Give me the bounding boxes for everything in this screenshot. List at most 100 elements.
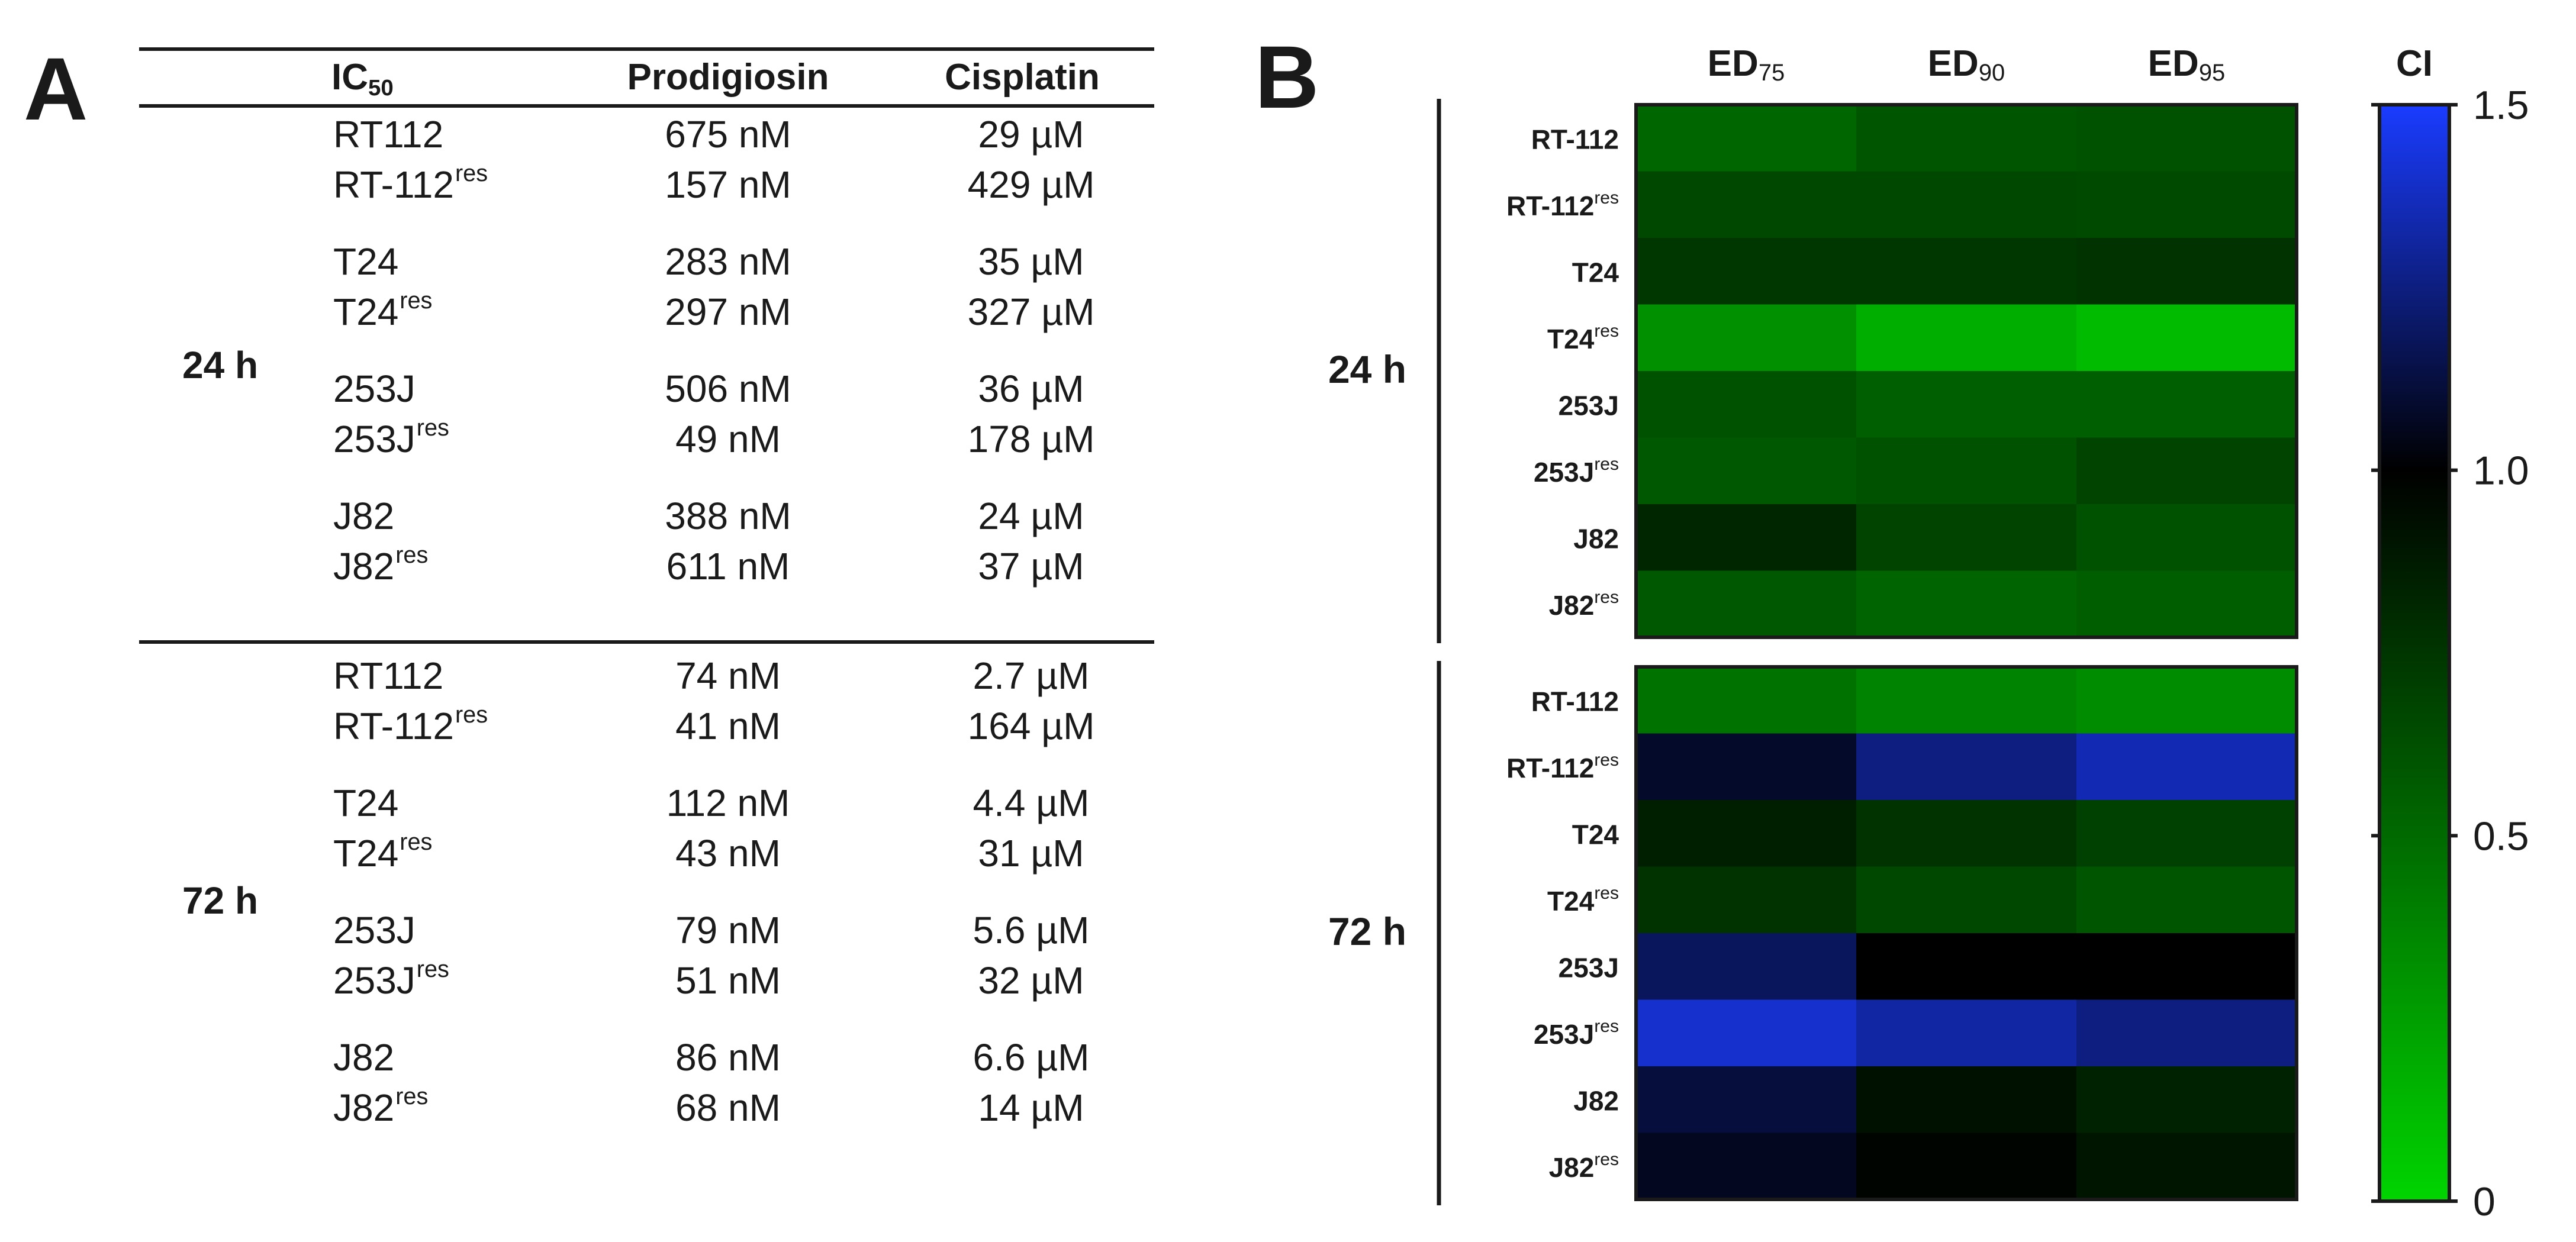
heatmap-cell [2076,504,2297,571]
heatmap-cell [1636,570,1857,638]
cell-line-name: 253J [333,909,416,951]
cell-prodigiosin-ic50: 41 nM [675,705,781,747]
cell-cisplatin-ic50: 32 µM [978,959,1084,1002]
cell-line-name: RT112 [333,113,444,156]
colorbar-tick-label: 1.5 [2473,83,2529,128]
cell-prodigiosin-ic50: 157 nM [665,163,791,206]
cell-prodigiosin-ic50: 388 nM [665,495,791,537]
row-label: RT-112 [1531,686,1619,717]
cell-cisplatin-ic50: 164 µM [967,705,1095,747]
panel-a-label: A [24,39,88,138]
heatmap-cell [2076,371,2297,438]
table-section-rule [139,640,1154,644]
colorbar-title: CI [2396,43,2433,84]
heatmap-cell [1636,371,1857,438]
heatmap-cell [1856,1133,2077,1200]
heatmap-cell [1636,171,1857,238]
cell-cisplatin-ic50: 37 µM [978,545,1084,588]
heatmap-cell [2076,105,2297,172]
heatmap-cell [2076,570,2297,638]
heatmap-cell [1856,733,2077,801]
cell-line-name: T24 [333,782,399,824]
heatmap-cell [2076,667,2297,734]
cell-cisplatin-ic50: 14 µM [978,1086,1084,1129]
heatmap-block-frame [1634,665,2298,1201]
cell-line-name: J82 [333,495,395,537]
cell-prodigiosin-ic50: 506 nM [665,367,791,410]
cell-cisplatin-ic50: 6.6 µM [973,1036,1090,1079]
cell-cisplatin-ic50: 5.6 µM [973,909,1090,951]
heatmap-cell [2076,238,2297,305]
cell-prodigiosin-ic50: 51 nM [675,959,781,1002]
row-label: 253J [1559,390,1619,421]
colorbar-tick-label: 1.0 [2473,449,2529,493]
heatmap-cell [1856,171,2077,238]
heatmap-cell [1856,238,2077,305]
header-ic50: IC50 [331,57,394,101]
cell-prodigiosin-ic50: 68 nM [675,1086,781,1129]
heatmap-block-frame [1634,103,2298,639]
cell-cisplatin-ic50: 178 µM [967,418,1095,460]
cell-line-name: RT-112res [333,160,488,206]
cell-cisplatin-ic50: 327 µM [967,291,1095,333]
heatmap-cell [1636,238,1857,305]
cell-cisplatin-ic50: 4.4 µM [973,782,1090,824]
heatmap-cell [1856,504,2077,571]
cell-prodigiosin-ic50: 112 nM [666,782,790,824]
table-top-rule [139,47,1154,51]
cell-cisplatin-ic50: 429 µM [967,163,1095,206]
heatmap-cell [1636,437,1857,505]
column-header-ed95: ED95 [2148,43,2226,86]
heatmap-cell [1856,933,2077,1000]
group-label-0: 24 h [182,344,259,386]
panel-b-label: B [1255,27,1319,127]
heatmap-cell [1636,999,1857,1067]
cell-line-name: RT112 [333,654,444,697]
heatmap-cell [2076,171,2297,238]
row-label: J82res [1549,1150,1619,1183]
heatmap-cell [2076,437,2297,505]
row-label: T24 [1572,819,1619,850]
cell-line-name: 253J [333,367,416,410]
heatmap-cell [1636,866,1857,934]
heatmap-cell [1856,371,2077,438]
cell-cisplatin-ic50: 36 µM [978,367,1084,410]
heatmap-cell [1856,1066,2077,1133]
cell-line-name: 253Jres [333,415,449,460]
group-label: 72 h [1328,909,1406,953]
row-label: T24res [1547,321,1619,354]
heatmap-cell [1856,304,2077,372]
cell-line-name: T24 [333,240,399,283]
heatmap-cell [2076,1133,2297,1200]
cell-cisplatin-ic50: 24 µM [978,495,1084,537]
heatmap-cell [1856,570,2077,638]
heatmap-cell [1636,304,1857,372]
row-label: J82res [1549,588,1619,621]
heatmap-cell [1636,105,1857,172]
row-label: 253Jres [1534,454,1619,488]
cell-cisplatin-ic50: 29 µM [978,113,1084,156]
cell-prodigiosin-ic50: 86 nM [675,1036,781,1079]
row-label: RT-112res [1506,750,1619,783]
cell-prodigiosin-ic50: 79 nM [675,909,781,951]
cell-line-name: J82res [333,1083,429,1129]
heatmap-cell [2076,866,2297,934]
header-prodigiosin: Prodigiosin [627,57,829,98]
cell-line-name: RT-112res [333,702,488,747]
cell-cisplatin-ic50: 2.7 µM [973,654,1090,697]
group-label: 24 h [1328,347,1406,391]
column-header-ed75: ED75 [1708,43,1785,86]
heatmap-cell [1856,667,2077,734]
colorbar-tick-label: 0.5 [2473,814,2529,859]
cell-prodigiosin-ic50: 49 nM [675,418,781,460]
heatmap-cell [1856,866,2077,934]
column-header-ed90: ED90 [1928,43,2005,86]
cell-prodigiosin-ic50: 283 nM [665,240,791,283]
heatmap-cell [2076,733,2297,801]
row-label: J82 [1573,523,1619,554]
cell-prodigiosin-ic50: 297 nM [665,291,791,333]
row-label: RT-112 [1531,124,1619,154]
cell-line-name: J82 [333,1036,395,1079]
heatmap-cell [1636,1066,1857,1133]
